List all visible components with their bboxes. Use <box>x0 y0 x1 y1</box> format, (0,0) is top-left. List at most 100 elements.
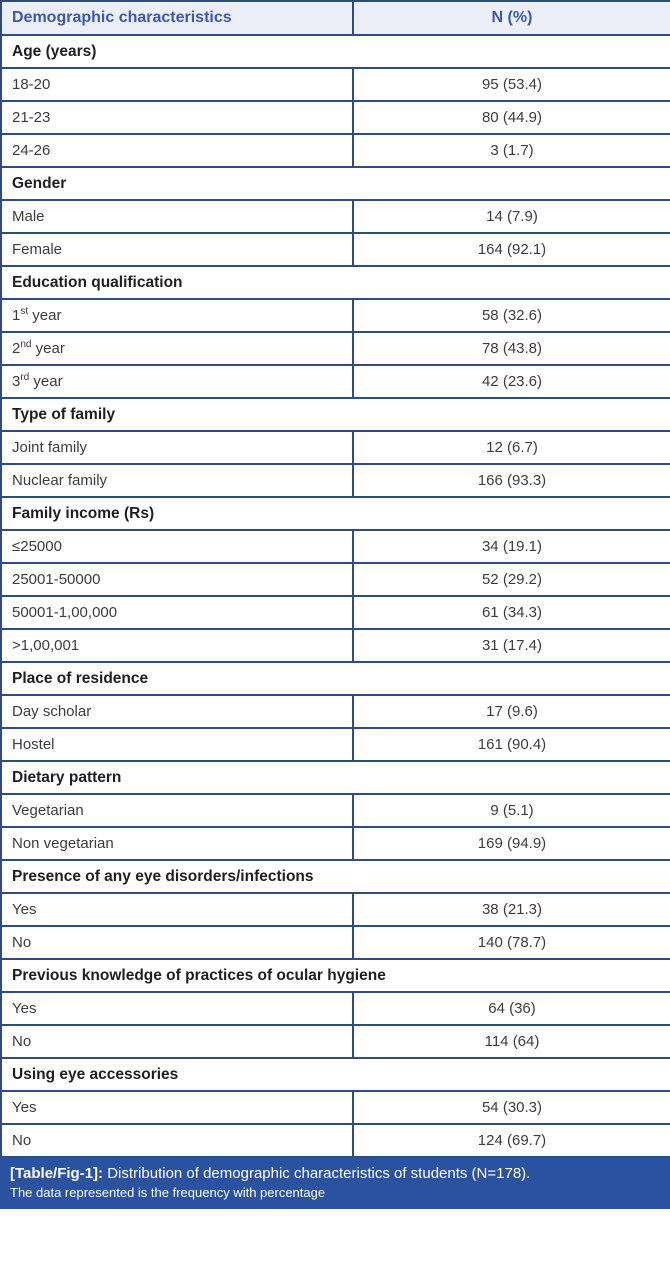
table-row: 2nd year 78 (43.8) <box>0 331 670 366</box>
row-label: Female <box>0 232 354 267</box>
row-label: Vegetarian <box>0 793 354 828</box>
row-value: 9 (5.1) <box>352 793 670 828</box>
row-label: Non vegetarian <box>0 826 354 861</box>
row-value: 161 (90.4) <box>352 727 670 762</box>
row-label: ≤25000 <box>0 529 354 564</box>
row-label: Nuclear family <box>0 463 354 498</box>
row-label: 18-20 <box>0 67 354 102</box>
row-value: 124 (69.7) <box>352 1123 670 1158</box>
row-label: No <box>0 1123 354 1158</box>
row-value: 169 (94.9) <box>352 826 670 861</box>
table-row: Day scholar 17 (9.6) <box>0 694 670 729</box>
row-value: 42 (23.6) <box>352 364 670 399</box>
section-header-row: Type of family <box>0 397 670 432</box>
table-row: 3rd year 42 (23.6) <box>0 364 670 399</box>
table-row: Vegetarian 9 (5.1) <box>0 793 670 828</box>
section-header-row: Family income (Rs) <box>0 496 670 531</box>
row-value: 78 (43.8) <box>352 331 670 366</box>
row-value: 38 (21.3) <box>352 892 670 927</box>
row-label: No <box>0 925 354 960</box>
caption-subtext: The data represented is the frequency wi… <box>10 1185 326 1200</box>
row-value: 80 (44.9) <box>352 100 670 135</box>
section-title: Previous knowledge of practices of ocula… <box>0 958 670 993</box>
row-value: 31 (17.4) <box>352 628 670 663</box>
table-caption: [Table/Fig-1]: Distribution of demograph… <box>0 1158 670 1209</box>
row-label: Joint family <box>0 430 354 465</box>
row-value: 166 (93.3) <box>352 463 670 498</box>
row-label: Day scholar <box>0 694 354 729</box>
section-title: Age (years) <box>0 34 670 69</box>
table-row: Female 164 (92.1) <box>0 232 670 267</box>
table-row: Yes 54 (30.3) <box>0 1090 670 1125</box>
row-value: 12 (6.7) <box>352 430 670 465</box>
row-value: 52 (29.2) <box>352 562 670 597</box>
row-label: 3rd year <box>0 364 354 399</box>
table-row: Yes 38 (21.3) <box>0 892 670 927</box>
section-header-row: Education qualification <box>0 265 670 300</box>
row-value: 58 (32.6) <box>352 298 670 333</box>
row-label: Yes <box>0 1090 354 1125</box>
table-row: No 114 (64) <box>0 1024 670 1059</box>
section-title: Education qualification <box>0 265 670 300</box>
table-row: Non vegetarian 169 (94.9) <box>0 826 670 861</box>
table-row: 50001-1,00,000 61 (34.3) <box>0 595 670 630</box>
row-value: 17 (9.6) <box>352 694 670 729</box>
row-value: 3 (1.7) <box>352 133 670 168</box>
table-row: Joint family 12 (6.7) <box>0 430 670 465</box>
row-value: 140 (78.7) <box>352 925 670 960</box>
row-value: 34 (19.1) <box>352 529 670 564</box>
section-title: Using eye accessories <box>0 1057 670 1092</box>
table-row: Nuclear family 166 (93.3) <box>0 463 670 498</box>
row-label: 1st year <box>0 298 354 333</box>
caption-title-line: [Table/Fig-1]: Distribution of demograph… <box>10 1164 660 1183</box>
row-label: Yes <box>0 892 354 927</box>
row-value: 61 (34.3) <box>352 595 670 630</box>
section-header-row: Presence of any eye disorders/infections <box>0 859 670 894</box>
table-row: 24-26 3 (1.7) <box>0 133 670 168</box>
row-value: 95 (53.4) <box>352 67 670 102</box>
row-label: Yes <box>0 991 354 1026</box>
row-label: 25001-50000 <box>0 562 354 597</box>
table-row: No 124 (69.7) <box>0 1123 670 1158</box>
row-label: 21-23 <box>0 100 354 135</box>
section-title: Place of residence <box>0 661 670 696</box>
row-value: 114 (64) <box>352 1024 670 1059</box>
demographics-table: Demographic characteristics N (%) Age (y… <box>0 0 670 1158</box>
row-value: 14 (7.9) <box>352 199 670 234</box>
section-title: Type of family <box>0 397 670 432</box>
table-header-row: Demographic characteristics N (%) <box>0 0 670 36</box>
row-label: 24-26 <box>0 133 354 168</box>
section-header-row: Using eye accessories <box>0 1057 670 1092</box>
table-row: ≤25000 34 (19.1) <box>0 529 670 564</box>
row-label: Male <box>0 199 354 234</box>
row-value: 164 (92.1) <box>352 232 670 267</box>
row-label: No <box>0 1024 354 1059</box>
section-header-row: Age (years) <box>0 34 670 69</box>
table-row: No 140 (78.7) <box>0 925 670 960</box>
table-row: Male 14 (7.9) <box>0 199 670 234</box>
table-row: Yes 64 (36) <box>0 991 670 1026</box>
table-fig-1-page: Demographic characteristics N (%) Age (y… <box>0 0 670 1209</box>
table-row: Hostel 161 (90.4) <box>0 727 670 762</box>
section-header-row: Dietary pattern <box>0 760 670 795</box>
header-demographic-characteristics: Demographic characteristics <box>0 0 354 36</box>
row-label: 50001-1,00,000 <box>0 595 354 630</box>
table-row: 21-23 80 (44.9) <box>0 100 670 135</box>
table-row: 18-20 95 (53.4) <box>0 67 670 102</box>
section-title: Family income (Rs) <box>0 496 670 531</box>
table-row: 25001-50000 52 (29.2) <box>0 562 670 597</box>
row-label: 2nd year <box>0 331 354 366</box>
caption-label: [Table/Fig-1]: <box>10 1165 104 1182</box>
table-row: 1st year 58 (32.6) <box>0 298 670 333</box>
section-header-row: Previous knowledge of practices of ocula… <box>0 958 670 993</box>
caption-text: Distribution of demographic characterist… <box>107 1165 531 1182</box>
row-value: 54 (30.3) <box>352 1090 670 1125</box>
row-value: 64 (36) <box>352 991 670 1026</box>
section-header-row: Place of residence <box>0 661 670 696</box>
section-header-row: Gender <box>0 166 670 201</box>
row-label: Hostel <box>0 727 354 762</box>
table-row: >1,00,001 31 (17.4) <box>0 628 670 663</box>
header-n-percent: N (%) <box>352 0 670 36</box>
section-title: Presence of any eye disorders/infections <box>0 859 670 894</box>
section-title: Gender <box>0 166 670 201</box>
